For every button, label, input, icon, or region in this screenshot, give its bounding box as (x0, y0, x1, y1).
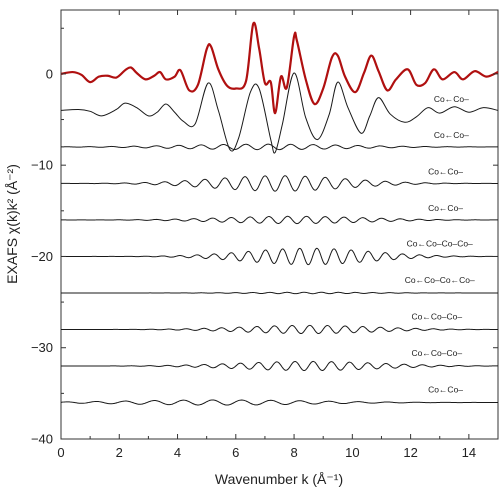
annotation-layer: Co←Co–Co←Co–Co←Co–Co←Co–Co←Co–Co–Co–Co←C… (405, 94, 475, 394)
y-tick-label: −20 (31, 249, 53, 264)
series-line-total (60, 21, 499, 115)
path-annotation: Co←Co– (434, 130, 469, 140)
x-tick-label: 2 (116, 445, 123, 460)
tick-layer: 0 2 4 6 8 10 12 14 0 −10 −20 −30 −40 (31, 10, 499, 460)
y-axis-title: EXAFS χ(k)k² (Å⁻²) (4, 164, 20, 284)
path-annotation: Co←Co– (434, 94, 469, 104)
y-tick-label: −40 (31, 432, 53, 447)
x-tick-label: 4 (174, 445, 181, 460)
x-tick-label: 10 (345, 445, 359, 460)
series-line-path-2 (60, 143, 499, 151)
x-axis-title: Wavenumber k (Å⁻¹) (215, 471, 343, 487)
series-line-path-1 (60, 72, 499, 154)
path-annotation: Co←Co– (428, 166, 463, 176)
series-line-path-4 (60, 215, 499, 225)
y-tick-label: −30 (31, 340, 53, 355)
x-tick-label: 6 (232, 445, 239, 460)
path-annotation: Co←Co–Co←Co– (405, 275, 475, 285)
y-tick-label: −10 (31, 158, 53, 173)
series-line-path-3 (60, 175, 499, 192)
series-line-path-8 (60, 360, 499, 372)
path-annotation: Co←Co– (428, 203, 463, 213)
series-line-path-7 (60, 324, 499, 335)
plot-frame (60, 9, 499, 440)
x-tick-label: 12 (403, 445, 417, 460)
x-tick-label: 14 (462, 445, 476, 460)
series-line-path-5 (61, 247, 499, 266)
x-tick-label: 0 (57, 445, 64, 460)
series-line-path-9 (60, 399, 499, 406)
path-annotation: Co←Co– (428, 384, 463, 394)
path-annotation: Co←Co–Co– (412, 348, 463, 358)
path-annotation: Co←Co–Co– (412, 311, 463, 321)
series-layer (60, 21, 499, 406)
path-annotation: Co←Co–Co–Co– (407, 238, 473, 248)
x-tick-label: 8 (290, 445, 297, 460)
y-tick-label: 0 (46, 66, 53, 81)
series-line-path-6 (61, 291, 498, 295)
